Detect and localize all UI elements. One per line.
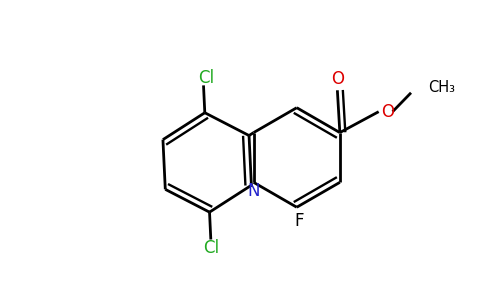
Text: Cl: Cl bbox=[203, 239, 219, 257]
Text: Cl: Cl bbox=[198, 69, 214, 87]
Text: O: O bbox=[381, 103, 394, 121]
Text: O: O bbox=[331, 70, 344, 88]
Text: CH₃: CH₃ bbox=[428, 80, 455, 95]
Text: F: F bbox=[294, 212, 304, 230]
Text: N: N bbox=[247, 182, 260, 200]
